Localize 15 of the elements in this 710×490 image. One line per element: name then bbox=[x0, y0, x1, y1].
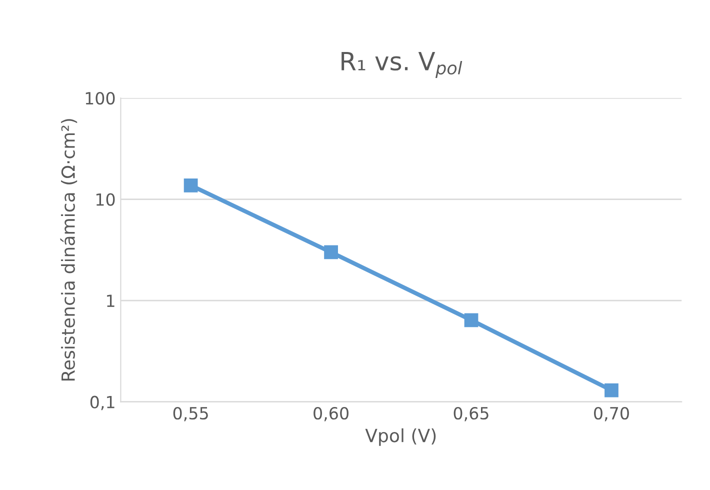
point bbox=[464, 313, 478, 328]
chart-title: R₁ vs. V$_{pol}$ bbox=[342, 52, 462, 78]
y-tick-label: 1 bbox=[107, 294, 114, 307]
point bbox=[324, 245, 338, 260]
x-tick-label: 0,70 bbox=[594, 406, 629, 422]
y-axis-title: Resistencia dinámica (Ω·cm²) bbox=[60, 119, 78, 380]
x-tick-label: 0,60 bbox=[314, 406, 348, 422]
y-tick-label: 10 bbox=[96, 193, 115, 206]
point bbox=[184, 178, 198, 192]
y-tick-label: 0,1 bbox=[90, 396, 114, 410]
x-axis-title: Vpol (V) bbox=[365, 428, 436, 446]
point bbox=[604, 383, 618, 398]
x-tick-label: 0,55 bbox=[173, 406, 208, 422]
x-tick-label: 0,65 bbox=[454, 406, 488, 422]
y-tick-label: 100 bbox=[86, 92, 115, 105]
